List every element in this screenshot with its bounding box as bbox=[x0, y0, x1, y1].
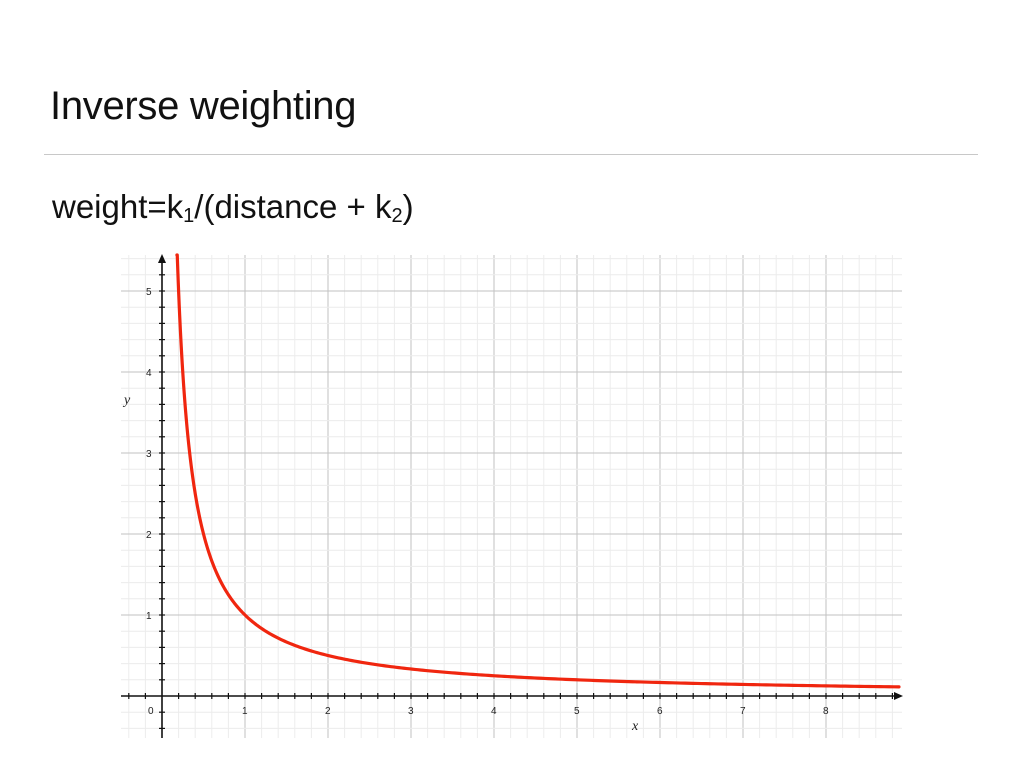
y-tick-label: 2 bbox=[146, 530, 152, 541]
inverse-curve bbox=[175, 253, 901, 689]
y-tick-label: 3 bbox=[146, 449, 152, 460]
chart-axes bbox=[121, 254, 903, 738]
y-axis-arrow bbox=[158, 254, 166, 263]
x-tick-label: 5 bbox=[574, 706, 580, 717]
x-tick-label: 0 bbox=[148, 706, 154, 717]
x-axis-label: x bbox=[631, 719, 639, 734]
chart-tick-labels: 0 1 2 3 4 5 6 7 8 1 2 3 4 5 bbox=[146, 287, 829, 717]
x-tick-label: 3 bbox=[408, 706, 414, 717]
x-tick-label: 4 bbox=[491, 706, 497, 717]
x-tick-label: 6 bbox=[657, 706, 663, 717]
title-divider bbox=[44, 154, 978, 155]
formula-middle: /(distance + k bbox=[194, 188, 392, 225]
chart-series bbox=[175, 253, 901, 689]
y-axis-label: y bbox=[122, 393, 131, 408]
formula: weight=k1/(distance + k2) bbox=[52, 188, 414, 228]
chart-grid bbox=[121, 255, 902, 738]
slide-title: Inverse weighting bbox=[50, 84, 357, 128]
x-tick-label: 2 bbox=[325, 706, 331, 717]
formula-prefix: weight=k bbox=[52, 188, 184, 225]
x-tick-label: 8 bbox=[823, 706, 829, 717]
y-tick-label: 4 bbox=[146, 368, 152, 379]
x-tick-label: 1 bbox=[242, 706, 248, 717]
y-tick-label: 5 bbox=[146, 287, 152, 298]
x-tick-label: 7 bbox=[740, 706, 746, 717]
y-tick-label: 1 bbox=[146, 611, 152, 622]
chart-ticks bbox=[128, 274, 894, 730]
x-axis-arrow bbox=[894, 692, 903, 700]
formula-subscript-1: 1 bbox=[183, 205, 195, 227]
formula-suffix: ) bbox=[402, 188, 414, 225]
formula-subscript-2: 2 bbox=[391, 205, 403, 227]
